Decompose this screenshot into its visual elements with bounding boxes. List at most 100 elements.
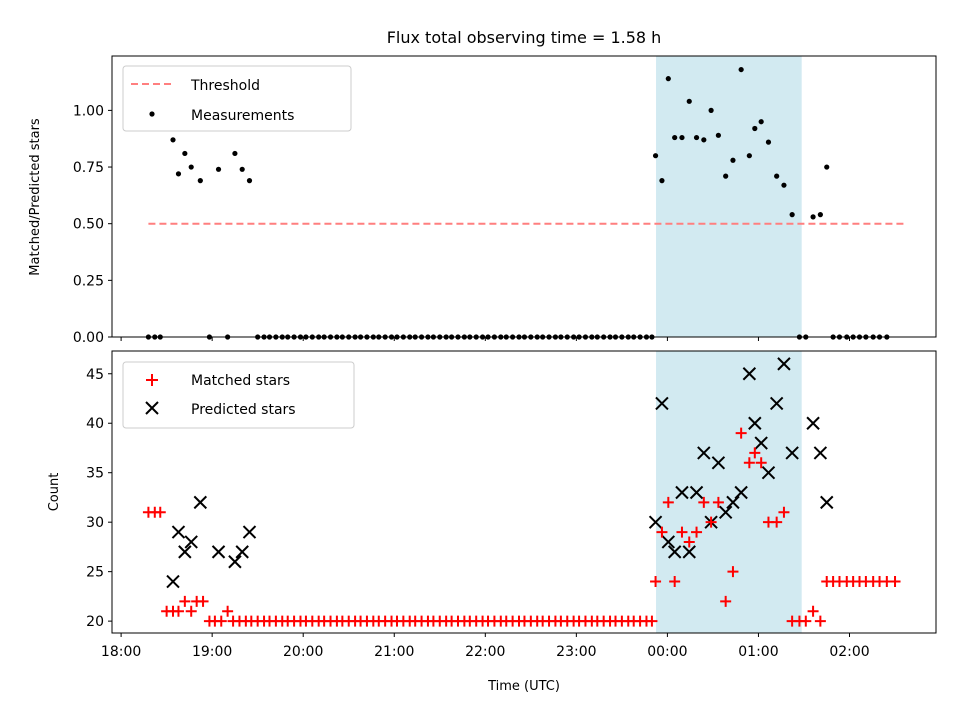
x-tick-label: 02:00 <box>829 644 869 660</box>
matched-star-point <box>807 605 819 617</box>
x-tick-label: 20:00 <box>283 644 323 660</box>
x-tick-label: 00:00 <box>647 644 687 660</box>
predicted-star-point <box>806 416 820 430</box>
bottom-shaded-interval <box>656 351 802 633</box>
measurement-point <box>665 76 671 82</box>
bottom-legend: Matched stars Predicted stars <box>122 361 355 429</box>
measurement-point <box>246 178 253 184</box>
matched-star-point <box>185 605 197 617</box>
predicted-star-point <box>718 505 733 519</box>
legend-threshold-label: Threshold <box>190 78 260 94</box>
measurement-point <box>693 134 700 141</box>
legend-predicted-label: Predicted stars <box>191 402 296 418</box>
predicted-star-point <box>655 396 669 411</box>
matched-star-point <box>650 576 662 588</box>
matched-star-point <box>669 576 681 588</box>
predicted-star-point <box>726 495 740 510</box>
measurement-point <box>686 98 692 104</box>
measurements-series <box>145 66 890 340</box>
predicted-star-point <box>742 367 757 381</box>
predicted-star-point <box>178 545 192 559</box>
predicted-star-point <box>769 396 784 411</box>
measurement-point <box>765 139 772 145</box>
matched-star-point <box>154 506 166 518</box>
matched-star-point <box>676 526 688 538</box>
matched-star-point <box>646 615 658 627</box>
measurement-point <box>239 166 245 172</box>
measurement-point <box>781 182 787 188</box>
legend-matched-label: Matched stars <box>191 373 290 389</box>
bottom-axes-frame <box>111 350 937 634</box>
chart-title: Flux total observing time = 1.58 h <box>387 28 662 47</box>
matched-star-point <box>179 595 191 607</box>
measurement-point <box>708 107 714 113</box>
x-tick-label: 21:00 <box>374 644 414 660</box>
top-y-tick-label: 0.00 <box>73 330 104 346</box>
measurement-point <box>232 150 238 157</box>
predicted-star-point <box>667 545 682 559</box>
predicted-star-point <box>777 357 791 371</box>
bottom-y-ticks: 20 25 30 35 40 45 <box>86 367 112 630</box>
top-legend-box <box>122 65 352 132</box>
x-tick-label: 01:00 <box>738 644 778 660</box>
matched-star-point <box>705 516 717 528</box>
legend-predicted-swatch <box>145 401 159 415</box>
predicted-star-point <box>785 446 799 460</box>
measurement-point <box>188 164 194 170</box>
measurement-point <box>730 157 736 163</box>
measurement-point <box>824 164 830 170</box>
top-y-tick-label: 0.50 <box>73 217 104 233</box>
matched-star-point <box>755 457 767 469</box>
bottom-panel: Count Time (UTC) 20 25 30 35 40 45 18:00 19:00… <box>47 350 937 694</box>
predicted-star-point <box>682 545 696 559</box>
predicted-star-point <box>184 535 198 549</box>
predicted-stars-series <box>166 357 834 589</box>
predicted-star-point <box>813 446 828 460</box>
predicted-star-point <box>193 495 208 510</box>
top-y-tick-label: 0.25 <box>73 273 104 289</box>
measurement-point <box>738 66 744 73</box>
predicted-star-point <box>697 446 711 460</box>
predicted-star-point <box>211 545 226 559</box>
matched-star-point <box>712 496 724 508</box>
measurement-point <box>659 178 665 184</box>
matched-star-point <box>691 526 703 538</box>
measurement-point <box>746 153 752 159</box>
measurement-point <box>789 212 795 218</box>
predicted-star-point <box>228 555 242 569</box>
matched-star-point <box>215 615 227 627</box>
shaded-interval-bottom <box>656 351 802 633</box>
bottom-y-tick-label: 40 <box>86 416 104 432</box>
matched-star-point <box>727 566 739 578</box>
measurement-point <box>175 171 182 177</box>
matched-star-point <box>771 516 783 528</box>
predicted-star-point <box>661 535 676 549</box>
x-tick-label: 19:00 <box>192 644 232 660</box>
x-tick-label: 23:00 <box>556 644 596 660</box>
matched-stars-series <box>142 427 901 627</box>
bottom-legend-box <box>122 361 355 429</box>
measurement-point <box>817 212 823 218</box>
legend-measurements-swatch <box>149 111 155 117</box>
x-tick-label: 18:00 <box>101 644 141 660</box>
matched-star-point <box>800 615 812 627</box>
matched-star-point <box>683 536 695 548</box>
matched-star-point <box>749 447 761 459</box>
measurement-point <box>182 150 188 157</box>
matched-star-point <box>814 615 826 627</box>
predicted-star-point <box>754 436 768 450</box>
predicted-star-point <box>748 416 762 430</box>
bottom-y-tick-label: 25 <box>86 565 104 581</box>
matched-star-point <box>698 496 710 508</box>
x-tick-label: 22:00 <box>465 644 505 660</box>
matched-star-point <box>889 576 901 588</box>
predicted-star-point <box>235 545 249 559</box>
top-y-axis-label: Matched/Predicted stars <box>28 118 43 276</box>
matched-star-point <box>662 496 674 508</box>
bottom-y-tick-label: 35 <box>86 466 104 482</box>
predicted-star-point <box>166 574 180 589</box>
legend-measurements-label: Measurements <box>191 108 294 124</box>
bottom-x-ticks: 18:00 19:00 20:00 21:00 22:00 23:00 00:00 01:00… <box>101 633 870 660</box>
legend-matched-swatch <box>146 374 158 386</box>
